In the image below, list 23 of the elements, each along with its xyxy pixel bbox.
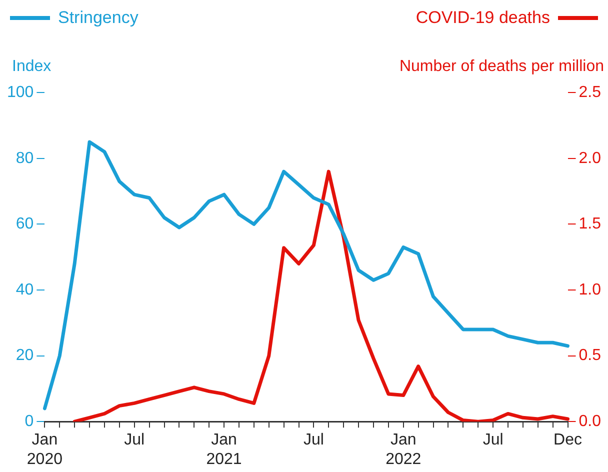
y-tick-label: 40 (16, 281, 34, 298)
x-tick-label: Jul (124, 432, 145, 449)
y-tick-label: 100 (6, 84, 34, 102)
y-axis-title: Index (12, 58, 52, 76)
y2-axis-title: Number of deaths per million (399, 58, 604, 76)
y-tick-label: 0 (24, 413, 34, 430)
y2-tick-label: 1.0 (578, 281, 602, 298)
y-tick-label: 60 (16, 216, 34, 233)
x-tick-label: Jan 2022 (386, 432, 422, 468)
y2-tick-label: 0.0 (578, 413, 602, 430)
y2-tick-label: 2.0 (578, 150, 602, 167)
x-tick-label: Jan 2021 (206, 432, 242, 468)
y-tick-label: 80 (16, 150, 34, 167)
y2-tick-label: 1.5 (578, 216, 602, 233)
x-tick-label: Jan 2020 (26, 432, 63, 468)
y-tick-label: 20 (16, 347, 34, 364)
y2-tick-label: 2.5 (578, 84, 602, 102)
x-tick-label: Jul (303, 432, 324, 449)
x-tick-label: Jul (482, 432, 504, 449)
x-tick-label: Dec (554, 432, 582, 449)
y2-tick-label: 0.5 (578, 347, 602, 364)
text: COVID-19 deaths (416, 8, 550, 28)
legend-label: Stringency (58, 8, 138, 28)
